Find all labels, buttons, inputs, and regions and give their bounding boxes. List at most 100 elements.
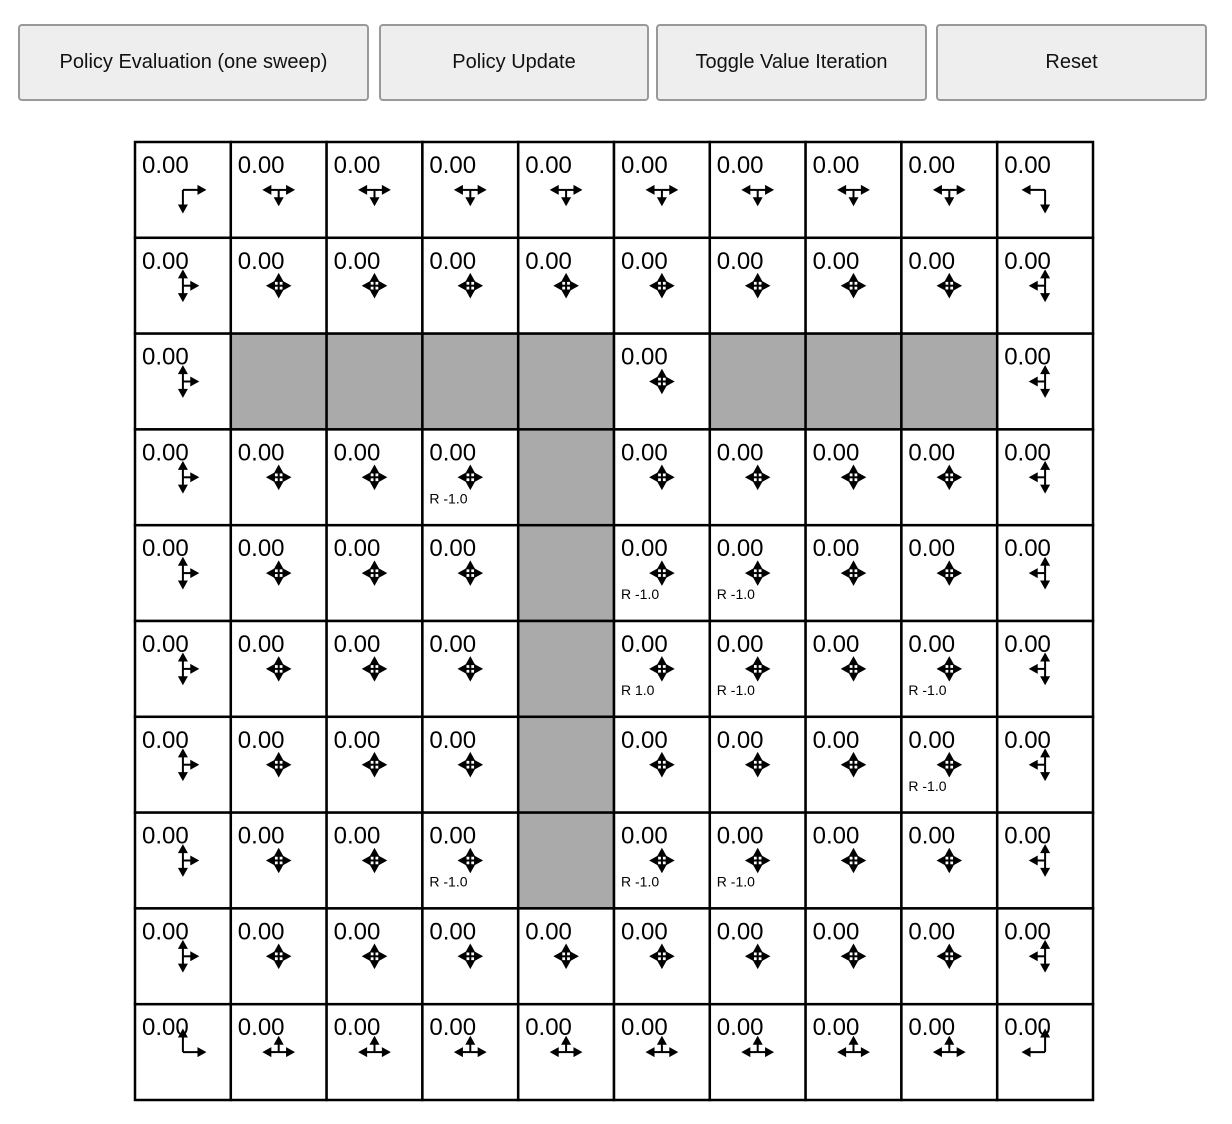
grid-cell[interactable]: 0.00 [900,523,999,623]
wall-cell[interactable] [421,332,520,431]
grid-cell[interactable]: 0.00 [229,811,328,910]
grid-cell[interactable]: 0.00 [900,428,999,527]
grid-cell[interactable]: 0.00 [708,140,807,240]
grid-cell[interactable]: 0.00 [708,1002,807,1102]
grid-cell[interactable]: 0.00 [900,811,999,910]
grid-cell[interactable]: 0.00 [516,236,616,335]
grid-cell[interactable]: 0.00 [804,1002,903,1102]
grid-cell[interactable]: 0.00 [229,715,328,814]
grid-cell[interactable]: 0.00 R -1.0 [421,811,520,910]
toggle-value-iteration-button[interactable]: Toggle Value Iteration [656,24,927,101]
grid-cell[interactable]: 0.00 [133,907,233,1006]
grid-cell[interactable]: 0.00 [804,811,903,910]
grid-cell[interactable]: 0.00 [325,907,424,1006]
grid-cell[interactable]: 0.00 [229,907,328,1006]
grid-cell[interactable]: 0.00 [804,907,903,1006]
reset-button[interactable]: Reset [936,24,1207,101]
grid-cell[interactable]: 0.00 [421,140,520,240]
grid-cell[interactable]: 0.00 [804,715,903,814]
grid-cell[interactable]: 0.00 [325,715,424,814]
grid-cell[interactable]: 0.00 [133,332,233,431]
grid-cell[interactable]: 0.00 [900,236,999,335]
grid-cell[interactable]: 0.00 [804,428,903,527]
policy-update-button[interactable]: Policy Update [379,24,649,101]
grid-cell[interactable]: 0.00 [229,428,328,527]
grid-cell[interactable]: 0.00 [995,1002,1095,1102]
grid-cell[interactable]: 0.00 [516,140,616,240]
grid-cell[interactable]: 0.00 R -1.0 [612,811,712,910]
grid-cell[interactable]: 0.00 [995,811,1095,910]
wall-cell[interactable] [900,332,999,431]
grid-cell[interactable]: 0.00 [900,1002,999,1102]
grid-cell[interactable]: 0.00 [612,332,712,431]
grid-cell[interactable]: 0.00 [229,140,328,240]
wall-cell[interactable] [708,332,807,431]
grid-cell[interactable]: 0.00 [708,907,807,1006]
policy-evaluation-button[interactable]: Policy Evaluation (one sweep) [18,24,369,101]
grid-cell[interactable]: 0.00 [133,619,233,719]
grid-cell[interactable]: 0.00 [133,140,233,240]
grid-cell[interactable]: 0.00 [325,1002,424,1102]
grid-cell[interactable]: 0.00 [900,140,999,240]
grid-cell[interactable]: 0.00 [995,619,1095,719]
grid-cell[interactable]: 0.00 [612,428,712,527]
grid-cell[interactable]: 0.00 [421,236,520,335]
grid-cell[interactable]: 0.00 [516,907,616,1006]
grid-cell[interactable]: 0.00 [421,1002,520,1102]
grid-cell[interactable]: 0.00 [804,140,903,240]
wall-cell[interactable] [804,332,903,431]
grid-cell[interactable]: 0.00 [900,907,999,1006]
grid-cell[interactable]: 0.00 [708,428,807,527]
grid-cell[interactable]: 0.00 [325,523,424,623]
grid-cell[interactable]: 0.00 [133,715,233,814]
grid-cell[interactable]: 0.00 [229,236,328,335]
wall-cell[interactable] [516,428,616,527]
grid-cell[interactable]: 0.00 [995,907,1095,1006]
grid-cell[interactable]: 0.00 [612,1002,712,1102]
grid-cell[interactable]: 0.00 [995,523,1095,623]
grid-cell[interactable]: 0.00 [708,236,807,335]
grid-cell[interactable]: 0.00 [133,523,233,623]
wall-cell[interactable] [229,332,328,431]
grid-cell[interactable]: 0.00 R 1.0 [612,619,712,719]
grid-cell[interactable]: 0.00 [133,428,233,527]
grid-cell[interactable]: 0.00 R -1.0 [708,811,807,910]
grid-cell[interactable]: 0.00 R -1.0 [900,715,999,814]
grid-cell[interactable]: 0.00 [421,619,520,719]
grid-cell[interactable]: 0.00 R -1.0 [612,523,712,623]
grid-cell[interactable]: 0.00 [421,523,520,623]
wall-cell[interactable] [516,523,616,623]
wall-cell[interactable] [516,811,616,910]
grid-cell[interactable]: 0.00 [133,811,233,910]
grid-cell[interactable]: 0.00 [804,236,903,335]
grid-cell[interactable]: 0.00 [325,140,424,240]
grid-cell[interactable]: 0.00 [804,619,903,719]
grid-cell[interactable]: 0.00 [133,236,233,335]
wall-cell[interactable] [516,332,616,431]
grid-cell[interactable]: 0.00 [612,715,712,814]
grid-cell[interactable]: 0.00 [995,140,1095,240]
grid-cell[interactable]: 0.00 [995,715,1095,814]
grid-cell[interactable]: 0.00 [612,236,712,335]
grid-cell[interactable]: 0.00 [325,619,424,719]
grid-cell[interactable]: 0.00 [516,1002,616,1102]
grid-cell[interactable]: 0.00 [133,1002,233,1102]
grid-cell[interactable]: 0.00 [229,619,328,719]
grid-cell[interactable]: 0.00 [995,332,1095,431]
grid-cell[interactable]: 0.00 [708,715,807,814]
grid-cell[interactable]: 0.00 [995,236,1095,335]
wall-cell[interactable] [516,715,616,814]
grid-cell[interactable]: 0.00 R -1.0 [900,619,999,719]
grid-cell[interactable]: 0.00 [229,523,328,623]
grid-cell[interactable]: 0.00 [325,811,424,910]
grid-cell[interactable]: 0.00 [325,428,424,527]
grid-cell[interactable]: 0.00 [612,907,712,1006]
grid-cell[interactable]: 0.00 [995,428,1095,527]
grid-cell[interactable]: 0.00 R -1.0 [421,428,520,527]
grid-cell[interactable]: 0.00 R -1.0 [708,619,807,719]
grid-cell[interactable]: 0.00 [325,236,424,335]
grid-cell[interactable]: 0.00 [804,523,903,623]
grid-cell[interactable]: 0.00 [229,1002,328,1102]
grid-cell[interactable]: 0.00 [421,715,520,814]
grid-cell[interactable]: 0.00 R -1.0 [708,523,807,623]
